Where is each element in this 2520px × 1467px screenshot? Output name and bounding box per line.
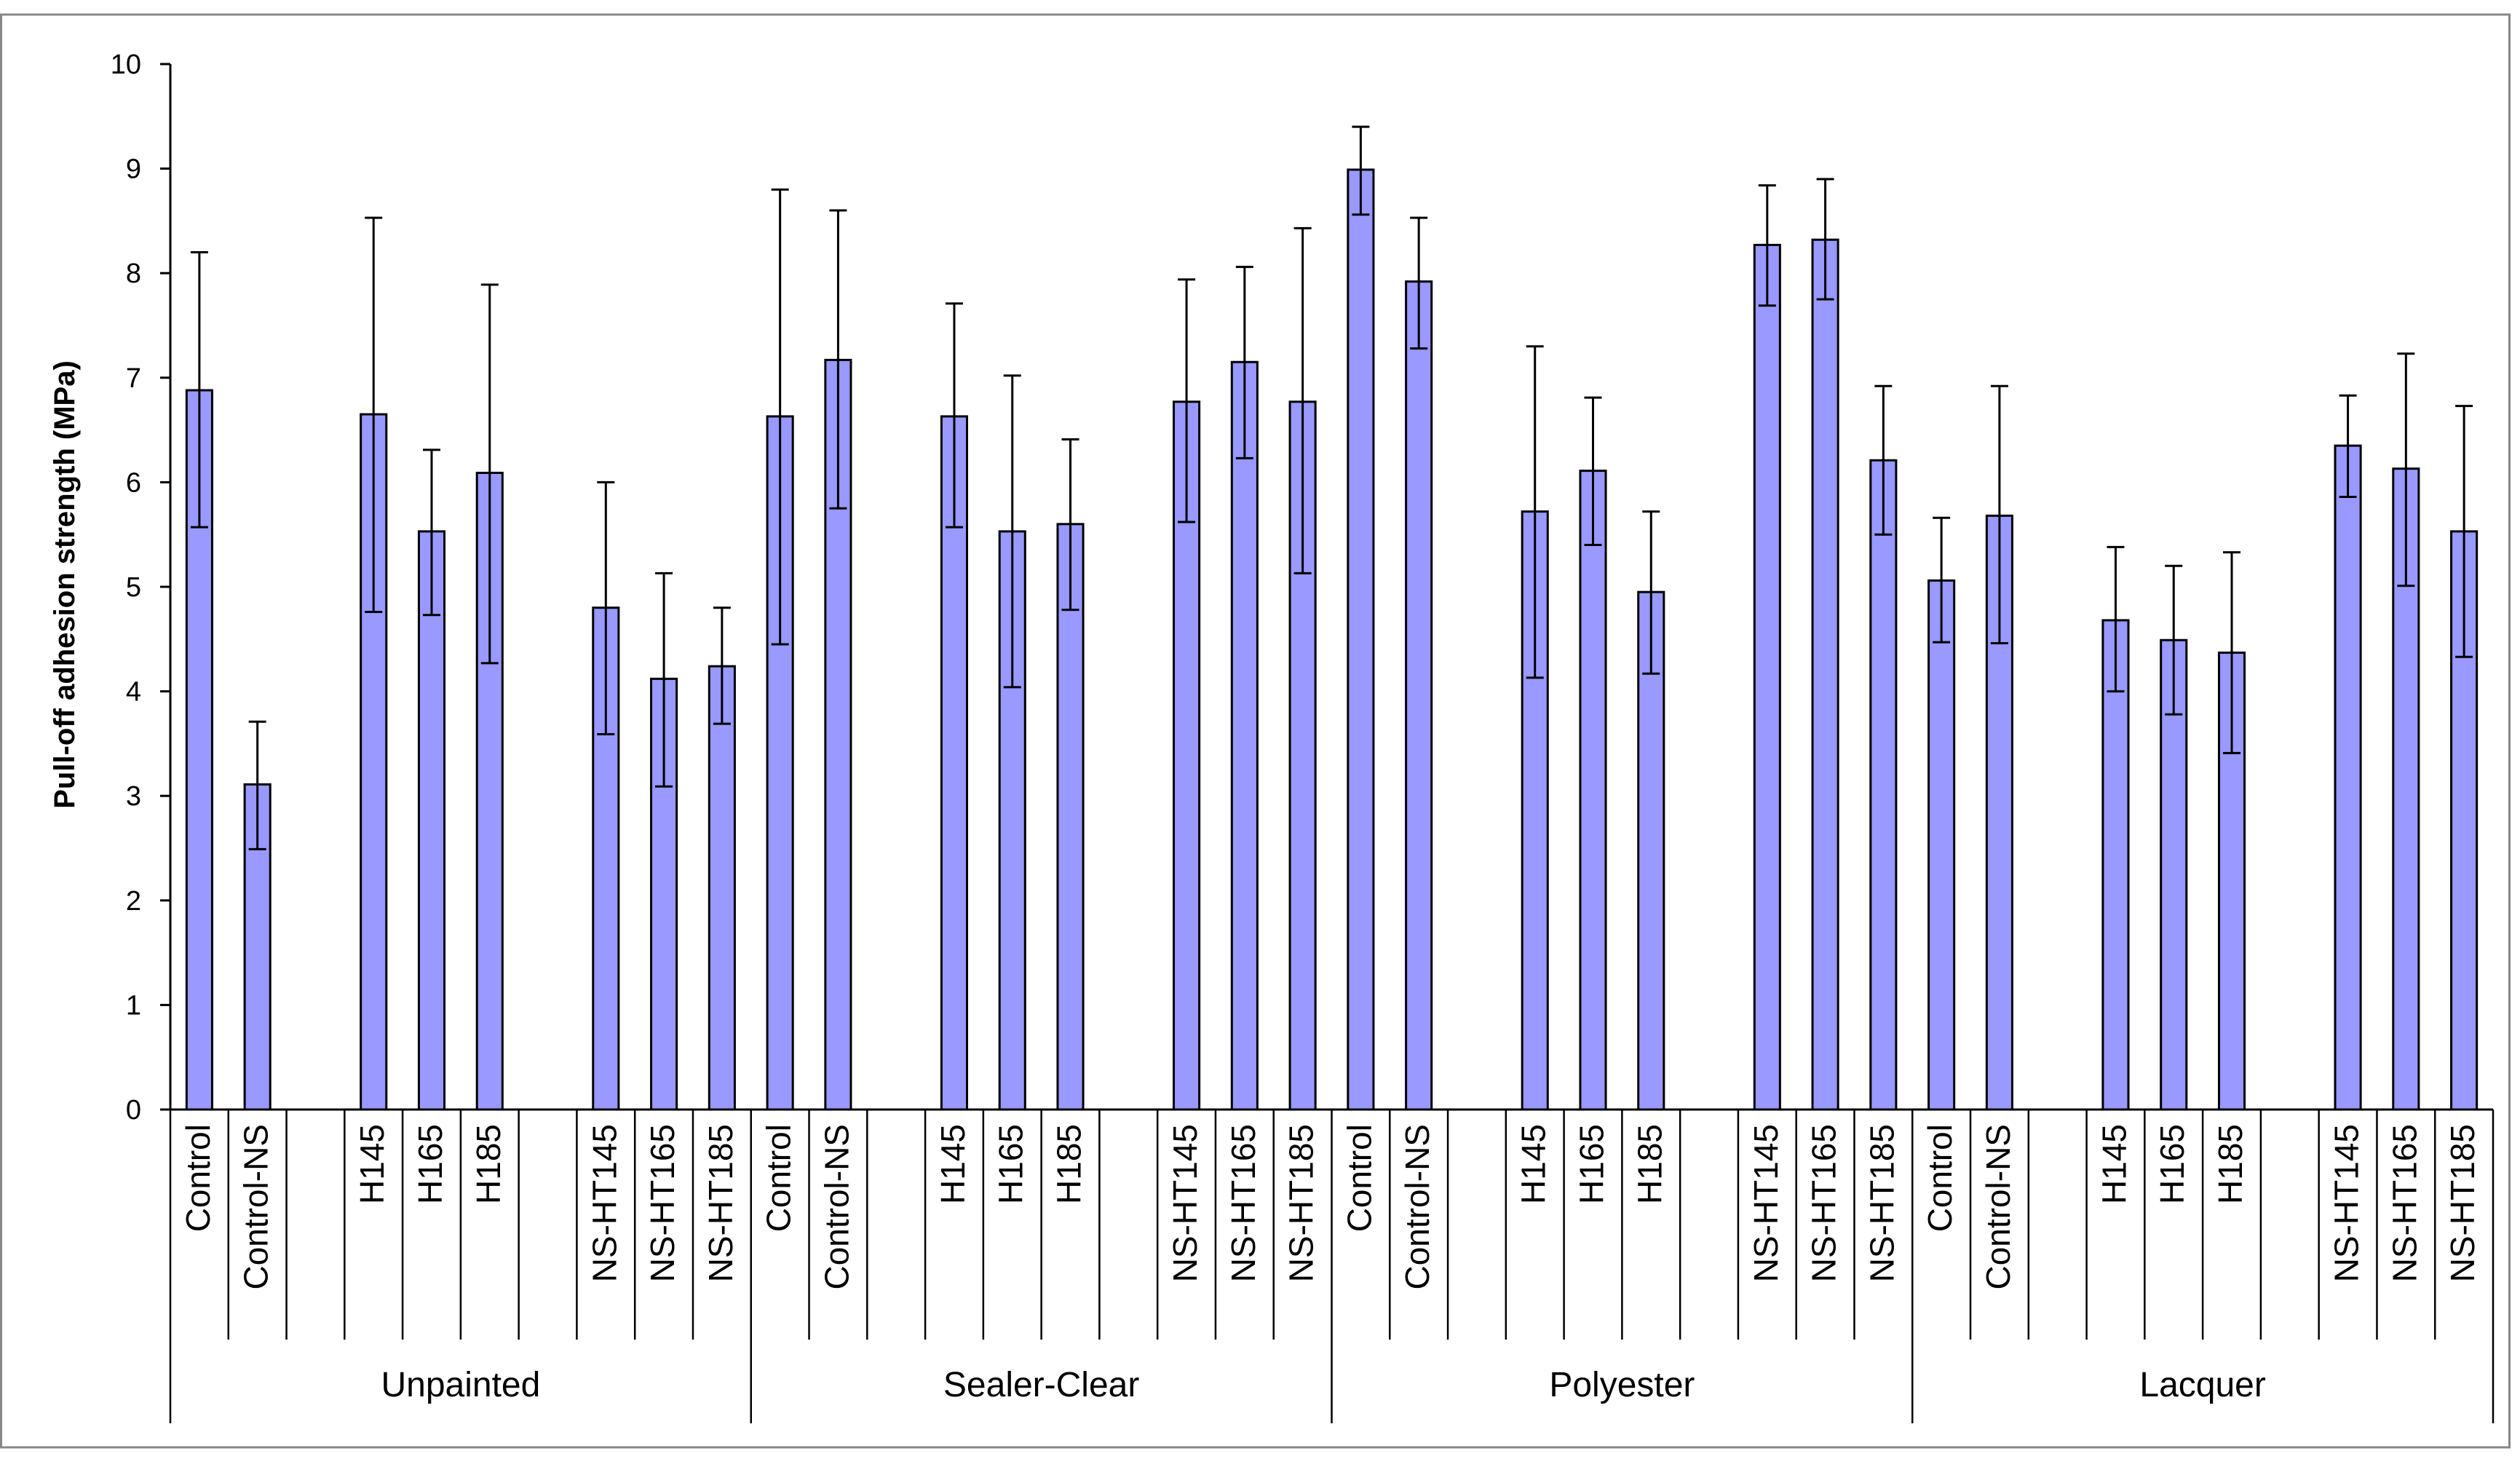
bar [1347, 168, 1375, 1111]
category-label: NS-HT165 [1805, 1124, 1843, 1282]
category-label: NS-HT185 [702, 1124, 740, 1282]
category-label: H165 [1572, 1124, 1610, 1204]
y-axis: 0 1 2 3 4 5 6 7 8 9 10 [111, 50, 172, 1126]
category-label: NS-HT145 [585, 1124, 623, 1282]
bar [2334, 444, 2362, 1111]
y-tick-label: 6 [126, 467, 141, 498]
y-tick-label: 8 [126, 258, 141, 289]
category-label: H145 [1515, 1124, 1553, 1204]
category-label: H165 [411, 1124, 449, 1204]
y-axis-title: Pull-off adhesion strength (MPa) [49, 360, 81, 809]
category-label: NS-HT145 [2328, 1124, 2366, 1282]
category-label: NS-HT185 [1863, 1124, 1901, 1282]
category-label: Control-NS [817, 1124, 855, 1290]
bar [1056, 523, 1085, 1111]
category-label: H165 [992, 1124, 1030, 1204]
bar [1869, 459, 1898, 1111]
bars [185, 125, 2479, 1111]
bar [417, 530, 446, 1111]
category-label: NS-HT145 [1747, 1124, 1785, 1282]
category-label: Control [1921, 1124, 1959, 1232]
category-label: H185 [469, 1124, 507, 1204]
category-label: H145 [2095, 1124, 2133, 1204]
group-label: Unpainted [381, 1366, 540, 1404]
y-tick-label: 7 [126, 363, 141, 394]
category-label: H165 [2153, 1124, 2191, 1204]
category-label: Control-NS [1398, 1124, 1436, 1290]
y-tick-label: 1 [126, 990, 141, 1021]
x-axis: Control Control-NS H145 H165 H185 NS-HT145 NS-… [169, 1108, 2495, 1423]
group-label: Polyester [1549, 1366, 1695, 1404]
category-label: Control [760, 1124, 798, 1232]
category-label: NS-HT165 [643, 1124, 681, 1282]
bar [708, 665, 736, 1111]
y-tick-label: 3 [126, 781, 141, 812]
bar [1405, 280, 1433, 1111]
category-label: NS-HT185 [2444, 1124, 2481, 1282]
y-tick-label: 4 [126, 677, 141, 708]
category-label: NS-HT185 [1283, 1124, 1320, 1282]
category-label: NS-HT165 [2385, 1124, 2423, 1282]
category-label: H145 [353, 1124, 391, 1204]
y-tick-label: 9 [126, 154, 141, 185]
category-label: H145 [934, 1124, 972, 1204]
category-label: Control-NS [1979, 1124, 2017, 1290]
bar [2101, 619, 2130, 1111]
y-tick-label: 0 [126, 1095, 141, 1126]
y-tick-label: 10 [111, 50, 141, 80]
category-label: Control [179, 1124, 217, 1232]
category-label: Control [1340, 1124, 1378, 1232]
bar [1927, 579, 1956, 1111]
group-label: Sealer-Clear [943, 1366, 1139, 1404]
category-label: Control-NS [237, 1124, 275, 1290]
bar [1579, 470, 1607, 1111]
y-tick-label: 2 [126, 886, 141, 917]
category-label: H185 [2211, 1124, 2249, 1204]
category-label: NS-HT165 [1224, 1124, 1262, 1282]
category-label: H185 [1050, 1124, 1088, 1204]
group-label: Lacquer [2139, 1366, 2265, 1404]
bar [2160, 638, 2188, 1111]
category-label: NS-HT145 [1166, 1124, 1204, 1282]
bar [1753, 243, 1781, 1111]
bar [1811, 238, 1839, 1111]
category-label: H185 [1631, 1124, 1668, 1204]
bar [1230, 360, 1259, 1111]
y-tick-label: 5 [126, 572, 141, 603]
